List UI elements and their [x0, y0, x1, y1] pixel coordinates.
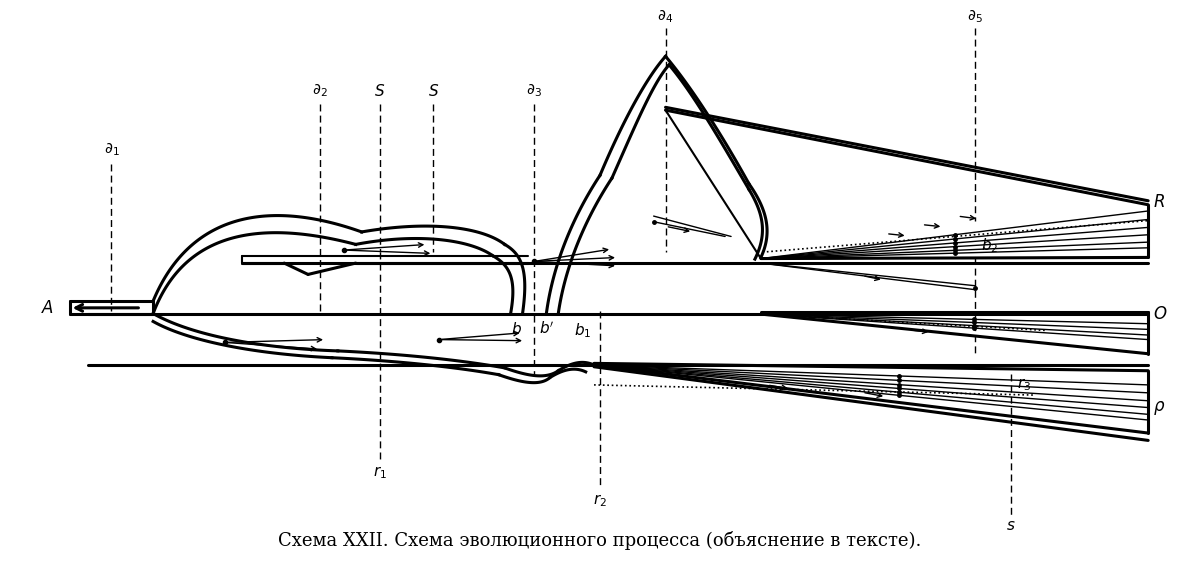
Text: Схема XXII. Схема эволюционного процесса (объяснение в тексте).: Схема XXII. Схема эволюционного процесса… — [278, 531, 922, 550]
Text: $\partial_3$: $\partial_3$ — [527, 82, 542, 99]
Text: $r_1$: $r_1$ — [372, 464, 386, 481]
Text: $\partial_5$: $\partial_5$ — [967, 9, 983, 25]
Text: $\partial_1$: $\partial_1$ — [103, 142, 119, 158]
Text: $A$: $A$ — [41, 299, 54, 317]
Text: $\rho$: $\rho$ — [1153, 399, 1165, 416]
Text: $b$: $b$ — [511, 321, 522, 337]
Text: $\partial_2$: $\partial_2$ — [312, 82, 328, 99]
Text: $b'$: $b'$ — [539, 321, 554, 338]
Text: $r_2$: $r_2$ — [593, 492, 607, 509]
Text: $S$: $S$ — [374, 83, 385, 99]
Text: $O$: $O$ — [1153, 305, 1168, 323]
Text: $b_2$: $b_2$ — [982, 236, 998, 255]
Text: $S$: $S$ — [427, 83, 439, 99]
Text: $r_3$: $r_3$ — [1018, 376, 1031, 393]
Text: $R$: $R$ — [1153, 194, 1165, 211]
Text: $b_1$: $b_1$ — [574, 321, 592, 340]
Text: $\partial_4$: $\partial_4$ — [658, 9, 673, 25]
Text: $s$: $s$ — [1007, 518, 1016, 533]
